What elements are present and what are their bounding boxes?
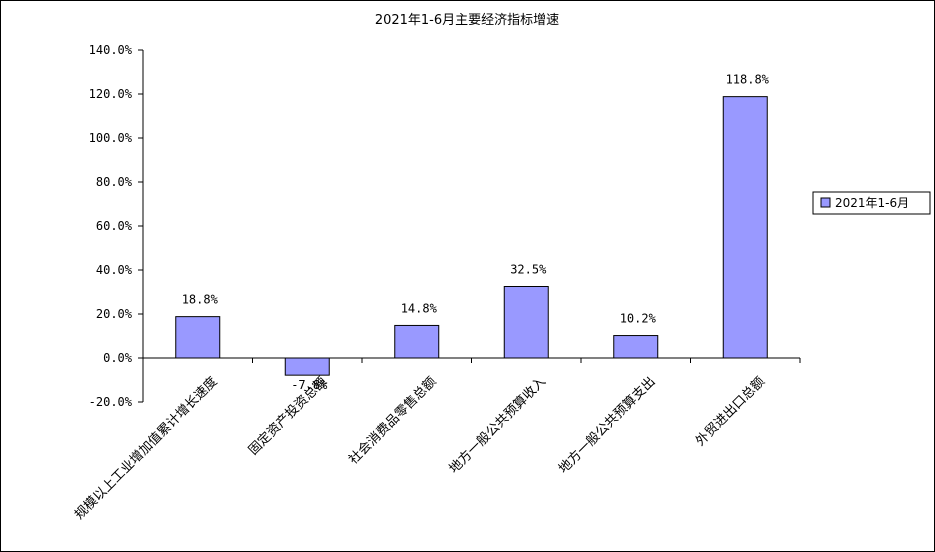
bar bbox=[503, 286, 549, 359]
bar bbox=[394, 324, 440, 359]
legend-swatch bbox=[820, 197, 831, 208]
y-axis: 140.0% 120.0% 100.0% 80.0% 60.0% 40.0% 20.0% 0.… bbox=[89, 43, 801, 409]
y-tick-label: -20.0% bbox=[89, 395, 133, 409]
y-tick-label: 40.0% bbox=[96, 263, 133, 277]
bars bbox=[175, 96, 768, 376]
bar bbox=[613, 335, 659, 359]
y-tick-label: 20.0% bbox=[96, 307, 133, 321]
legend-label: 2021年1-6月 bbox=[835, 196, 909, 210]
bar-value-label: 32.5% bbox=[510, 263, 547, 277]
bar-value-label: 14.8% bbox=[401, 301, 438, 315]
x-category-label: 外贸进出口总额 bbox=[693, 374, 768, 449]
y-tick-label: 100.0% bbox=[89, 131, 133, 145]
x-category-label: 地方一般公共预算支出 bbox=[555, 374, 658, 477]
legend-box bbox=[812, 191, 931, 215]
y-tick-label: 140.0% bbox=[89, 43, 133, 57]
bar bbox=[284, 357, 330, 376]
legend: 2021年1-6月 bbox=[812, 191, 931, 215]
bar-value-label: 10.2% bbox=[620, 312, 657, 326]
chart-title: 2021年1-6月主要经济指标增速 bbox=[375, 13, 559, 28]
bar-value-label: -7.8% bbox=[291, 378, 328, 392]
y-tick-label: 0.0% bbox=[103, 351, 133, 365]
data-labels: 18.8% -7.8% 14.8% 32.5% 10.2% 118.8% bbox=[182, 73, 770, 393]
x-category-label: 地方一般公共预算收入 bbox=[446, 374, 549, 477]
y-tick-label: 80.0% bbox=[96, 175, 133, 189]
bar-value-label: 118.8% bbox=[726, 73, 770, 87]
y-tick-label: 60.0% bbox=[96, 219, 133, 233]
y-tick-label: 120.0% bbox=[89, 87, 133, 101]
x-axis-categories: 规模以上工业增加值累计增长速度 固定资产投资总额 社会消费品零售总额 地方一般公共预算… bbox=[71, 374, 768, 523]
bar bbox=[175, 316, 221, 359]
bar bbox=[722, 96, 768, 359]
x-category-label: 固定资产投资总额 bbox=[245, 374, 330, 459]
bar-value-label: 18.8% bbox=[182, 293, 219, 307]
x-category-label: 社会消费品零售总额 bbox=[346, 374, 440, 468]
